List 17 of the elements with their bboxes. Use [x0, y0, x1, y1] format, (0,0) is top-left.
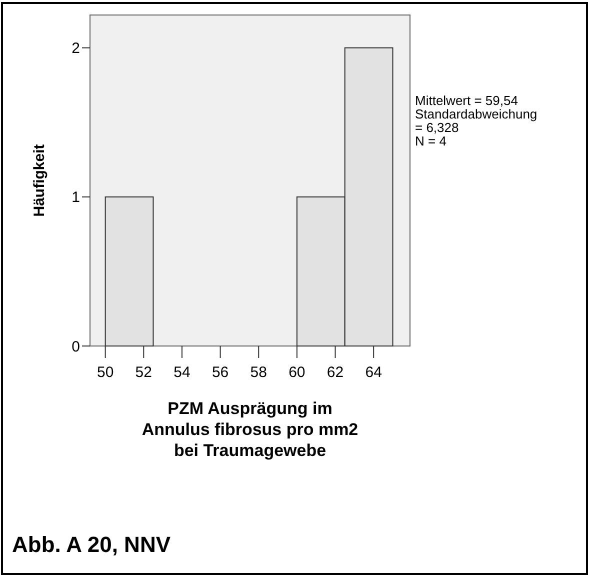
x-tick-label: 62 [326, 364, 344, 381]
x-tick-label: 52 [135, 364, 152, 381]
text: Standardabweichung = 6,328 [415, 106, 538, 135]
x-tick-label: 58 [250, 364, 267, 381]
x-tick-label: 60 [288, 364, 306, 381]
x-tick-label: 56 [212, 364, 229, 381]
x-tick-label: 50 [96, 364, 114, 381]
x-axis-title: PZM Ausprägung im Annulus fibrosus pro mm2 bei Traumagewebe [142, 399, 358, 460]
y-tick-label: 2 [72, 40, 80, 58]
y-tick-label: 0 [72, 338, 80, 356]
x-tick-label: 64 [365, 364, 382, 381]
text: Mittelwert = 59,54 [415, 93, 518, 108]
y-tick-label: 1 [72, 189, 80, 206]
y-axis-title: Häufigkeit [31, 144, 48, 217]
text: N = 4 [415, 134, 446, 148]
text: Abb. A 20, NNV [12, 532, 171, 557]
x-tick-label: 54 [174, 364, 190, 381]
